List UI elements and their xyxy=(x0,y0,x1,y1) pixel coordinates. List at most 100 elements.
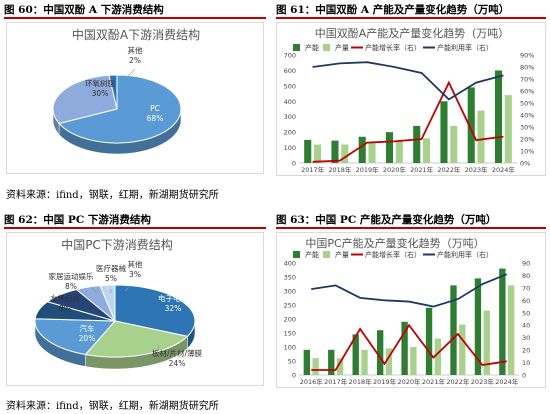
bar-0 xyxy=(467,87,475,163)
left-axis-tick: 250 xyxy=(284,302,296,310)
right-axis-tick: 30% xyxy=(520,124,534,132)
x-axis-tick: 2019年 xyxy=(373,377,397,386)
fig61-caption: 图 61：中国双酚 A 产能及产量变化趋势（万吨） xyxy=(276,4,510,16)
pie-leader-line xyxy=(124,286,130,292)
pie-label: 8% xyxy=(65,282,77,291)
bar-0 xyxy=(358,136,366,163)
bar-1 xyxy=(483,310,490,375)
bar-1 xyxy=(477,110,485,163)
fig61-combo-chart: 中国双酚A产能及产量变化趋势（万吨） 产能 产量 产能增长率（右） 产能利用率（右） 0… xyxy=(284,26,535,174)
right-axis-tick: 50 xyxy=(522,309,530,317)
pie-label: 水桶包装 xyxy=(50,293,80,303)
pie-leader-line xyxy=(90,286,98,294)
fig61-chart-title: 中国双酚A产能及产量变化趋势（万吨） xyxy=(315,26,510,40)
left-axis-tick: 150 xyxy=(284,330,296,338)
fig63-combo-chart: 中国PC产能及产量变化趋势（万吨） 产能 产量 产能增长率（右） 产能利用率（右） 0 5… xyxy=(284,236,531,386)
pie-label: 家居运动娱乐 xyxy=(49,271,94,281)
left-axis-tick: 350 xyxy=(284,274,296,282)
x-axis-tick: 2019年 xyxy=(356,165,380,174)
pie-label: 其他 xyxy=(128,45,143,55)
bar-0 xyxy=(303,349,310,375)
pie-label: 24% xyxy=(169,359,186,368)
left-axis-tick: 200 xyxy=(284,129,296,137)
fig62-caption: 图 62：中国 PC 下游消费结构 xyxy=(4,214,151,226)
pie-label: 板材/片材/薄膜 xyxy=(152,348,203,358)
bar-1 xyxy=(434,338,442,375)
right-axis-tick: 60% xyxy=(520,88,534,96)
bar-1 xyxy=(361,349,368,375)
pie-slice xyxy=(34,318,117,356)
right-axis-tick: 20% xyxy=(520,136,534,144)
x-axis-tick: 2024年 xyxy=(495,377,519,386)
bar-1 xyxy=(312,358,319,375)
legend-swatch xyxy=(293,251,300,258)
bar-0 xyxy=(401,321,408,375)
pie-label: 30% xyxy=(92,89,109,98)
bar-1 xyxy=(410,347,417,375)
fig62-chart-title: 中国PC下游消费结构 xyxy=(61,237,173,252)
pie-slice xyxy=(108,74,118,110)
fig63-chart-title: 中国PC产能及产量变化趋势（万吨） xyxy=(305,236,484,250)
line-series-0 xyxy=(311,323,507,371)
x-axis-tick: 2020年 xyxy=(397,377,421,386)
pie-slice xyxy=(58,74,182,144)
x-axis-tick: 2018年 xyxy=(328,165,352,174)
legend-swatch xyxy=(323,44,330,51)
bar-1 xyxy=(459,324,466,375)
bar-1 xyxy=(395,141,403,163)
bar-0 xyxy=(304,139,312,163)
fig62-panel: 中国PC下游消费结构 电子电器 32% 板材/片材/薄膜 24% 汽车 20% 水桶包装 8%… xyxy=(6,232,264,386)
caption-divider xyxy=(276,227,546,229)
x-axis-tick: 2022年 xyxy=(437,165,461,174)
right-axis-tick: 40 xyxy=(522,322,530,330)
left-axis-tick: 50 xyxy=(288,358,296,366)
x-axis-tick: 2016年 xyxy=(300,377,324,386)
right-axis-tick: 10 xyxy=(522,359,530,367)
fig63-panel: 中国PC产能及产量变化趋势（万吨） 产能 产量 产能增长率（右） 产能利用率（右） 0 5… xyxy=(276,232,546,388)
right-axis-tick: 70 xyxy=(522,284,530,292)
pie-label: 医疗器械 xyxy=(96,263,126,273)
left-axis-tick: 200 xyxy=(284,316,296,324)
pie-leader-line xyxy=(126,68,136,78)
fig63-caption: 图 63：中国 PC 产能及产量变化趋势（万吨） xyxy=(276,214,497,226)
bar-1 xyxy=(341,144,349,163)
pie-label: 2% xyxy=(129,56,141,65)
fig60-chart-title: 中国双酚A下游消费结构 xyxy=(72,27,200,42)
bar-0 xyxy=(425,307,433,375)
fig62-pie-chart: 中国PC下游消费结构 电子电器32%板材/片材/薄膜24%汽车20%水桶包装8%… xyxy=(34,237,203,370)
right-axis-tick: 30 xyxy=(522,334,530,342)
bar-0 xyxy=(352,334,359,375)
bar-1 xyxy=(313,144,322,163)
x-axis-tick: 2017年 xyxy=(324,377,348,386)
pie-label: 3% xyxy=(129,270,141,279)
fig61-panel: 中国双酚A产能及产量变化趋势（万吨） 产能 产量 产能增长率（右） 产能利用率（右） 0… xyxy=(276,22,546,176)
legend-label: 产能增长率（右） xyxy=(365,43,421,52)
right-axis-tick: 90 xyxy=(522,260,530,268)
pie-label: 20% xyxy=(79,334,96,343)
bar-0 xyxy=(474,278,482,375)
left-axis-tick: 0 xyxy=(292,372,296,380)
pie-leader-line xyxy=(156,344,160,356)
pie-slice xyxy=(84,320,189,358)
legend-swatch xyxy=(323,251,330,258)
left-axis-tick: 300 xyxy=(284,113,296,121)
line-series-0 xyxy=(312,80,504,163)
pie-label: 其他 xyxy=(128,259,143,269)
bar-0 xyxy=(376,330,384,375)
caption-divider xyxy=(4,17,266,19)
left-axis-tick: 400 xyxy=(284,260,296,268)
right-axis-tick: 60 xyxy=(522,297,530,305)
bar-1 xyxy=(504,95,512,163)
right-axis-tick: 10% xyxy=(520,148,534,156)
legend-swatch xyxy=(293,44,300,51)
bar-0 xyxy=(499,268,506,375)
x-axis-tick: 2024年 xyxy=(492,165,516,174)
right-axis-tick: 20 xyxy=(522,347,530,355)
fig60-caption: 图 60：中国双酚 A 下游消费结构 xyxy=(4,4,164,16)
right-axis-tick: 70% xyxy=(520,76,534,84)
legend-label: 产量 xyxy=(335,250,349,259)
pie-label: 环氧树脂 xyxy=(85,78,115,88)
bar-0 xyxy=(440,101,448,163)
legend-label: 产能 xyxy=(305,250,319,259)
